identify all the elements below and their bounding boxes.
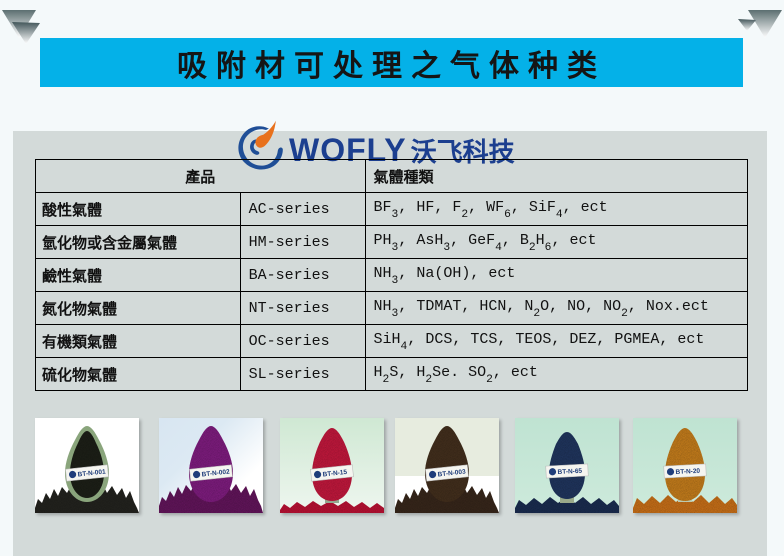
svg-text:BT-N-65: BT-N-65 [557,468,582,476]
svg-text:BT-N-20: BT-N-20 [675,468,700,476]
